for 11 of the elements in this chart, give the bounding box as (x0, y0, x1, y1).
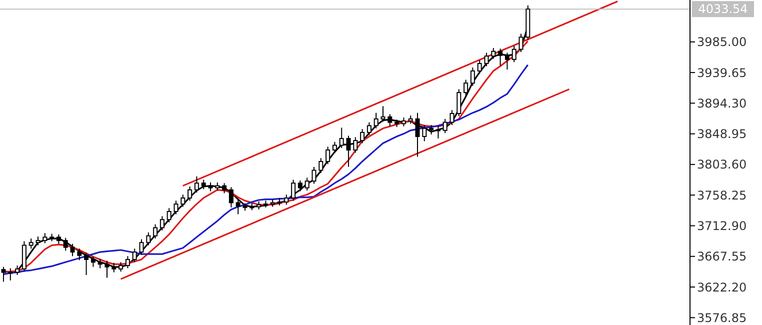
y-tick-label: 3712.90 (697, 219, 747, 234)
y-tick-label: 3985.00 (697, 35, 747, 50)
ref-line-label: 4033.54 (698, 2, 748, 16)
y-tick-label: 3667.55 (697, 250, 747, 264)
y-tick-label: 3939.65 (697, 66, 747, 80)
y-tick-label: 3576.85 (697, 310, 747, 325)
y-tick-label: 3894.30 (697, 96, 747, 110)
y-tick-label: 3848.95 (697, 127, 747, 142)
y-tick-label: 3758.25 (697, 188, 747, 202)
y-tick-label: 3622.20 (697, 280, 747, 294)
y-tick-label: 3803.60 (697, 158, 747, 172)
